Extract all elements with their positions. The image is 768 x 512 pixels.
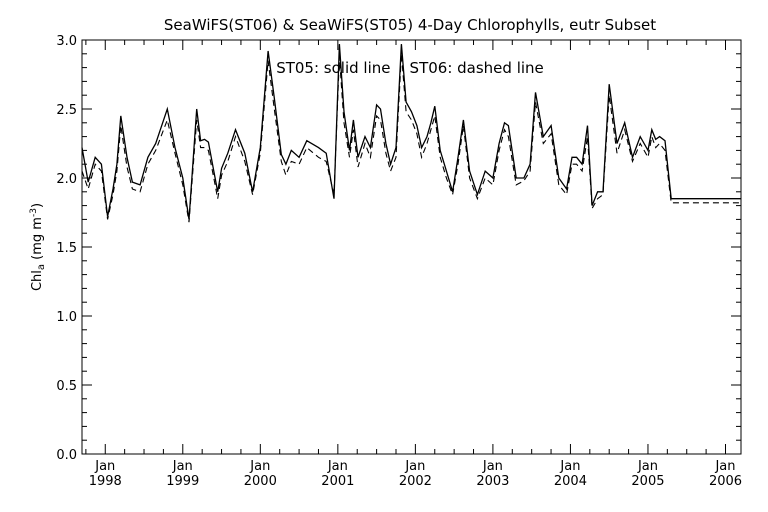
y-tick-label: 2.0 xyxy=(56,172,77,187)
x-tick-month: Jan xyxy=(637,459,658,474)
x-tick-month: Jan xyxy=(559,459,580,474)
x-tick-month: Jan xyxy=(172,459,193,474)
y-tick-label: 1.0 xyxy=(56,310,77,325)
x-tick-month: Jan xyxy=(714,459,735,474)
x-tick-year: 2001 xyxy=(321,474,354,489)
series-group xyxy=(81,44,741,223)
y-axis-label-sub: a xyxy=(36,264,47,270)
x-tick-month: Jan xyxy=(249,459,270,474)
x-tick-month: Jan xyxy=(404,459,425,474)
x-tick-month: Jan xyxy=(94,459,115,474)
y-axis-label-units: (mg m xyxy=(30,217,45,264)
y-tick-label: 1.5 xyxy=(56,241,77,256)
y-tick-label: 0.0 xyxy=(56,448,77,463)
y-tick-label: 2.5 xyxy=(56,103,77,118)
x-tick-year: 2000 xyxy=(244,474,277,489)
x-tick-month: Jan xyxy=(327,459,348,474)
x-tick-month: Jan xyxy=(482,459,503,474)
x-tick-year: 1998 xyxy=(89,474,122,489)
series-line-st05 xyxy=(81,44,741,220)
y-tick-label: 3.0 xyxy=(56,34,77,49)
x-tick-year: 2003 xyxy=(476,474,509,489)
y-axis: 0.0 0.5 1.0 1.5 2.0 2.5 3.0 xyxy=(56,34,741,463)
x-tick-year: 2005 xyxy=(631,474,664,489)
x-axis: Jan1998Jan1999Jan2000Jan2001Jan2002Jan20… xyxy=(85,40,742,489)
y-axis-label-close: ) xyxy=(30,203,45,208)
series-line-st06 xyxy=(81,53,741,223)
x-tick-year: 2004 xyxy=(554,474,587,489)
y-axis-label-main: Chl xyxy=(30,270,45,291)
x-tick-year: 2006 xyxy=(709,474,742,489)
y-tick-label: 0.5 xyxy=(56,379,77,394)
plot-frame xyxy=(81,39,742,455)
y-axis-label: Chla (mg m-3) xyxy=(29,203,47,291)
line-style-annotation: ST05: solid line ST06: dashed line xyxy=(276,59,544,77)
y-axis-label-exp: -3 xyxy=(29,208,39,217)
x-tick-year: 2002 xyxy=(399,474,432,489)
x-tick-year: 1999 xyxy=(166,474,199,489)
chart-title: SeaWiFS(ST06) & SeaWiFS(ST05) 4-Day Chlo… xyxy=(164,16,656,34)
